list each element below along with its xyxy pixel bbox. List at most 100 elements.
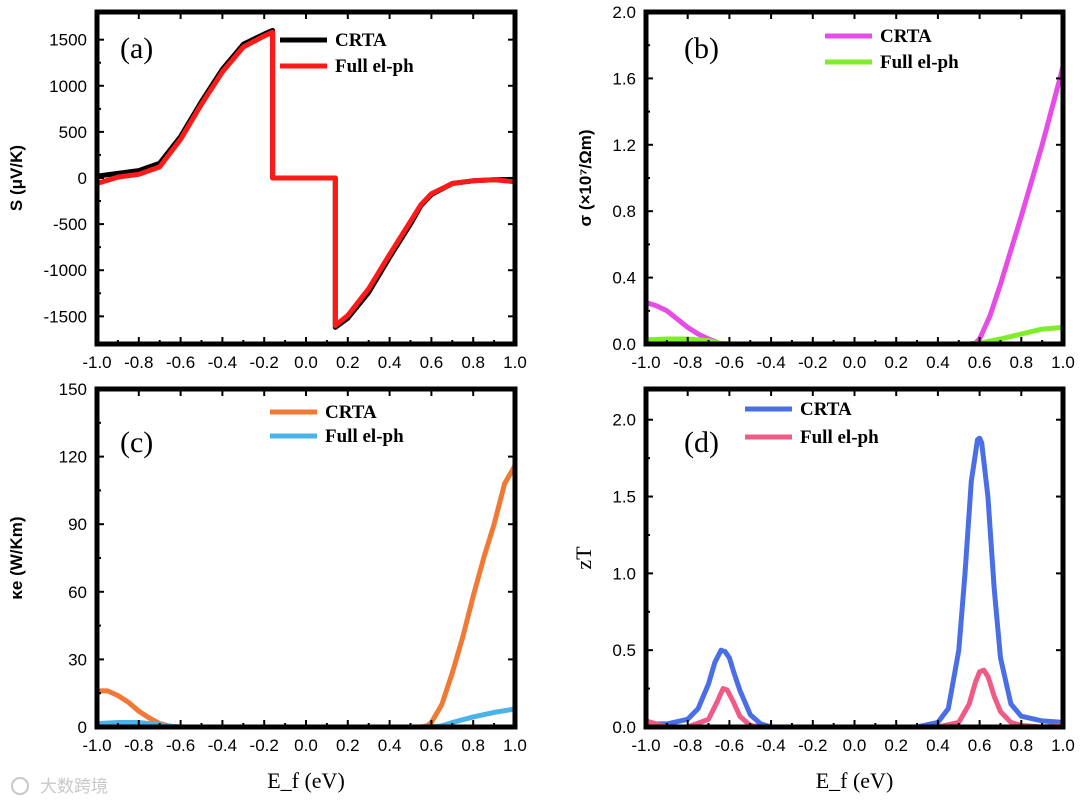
x-axis-title: E_f (eV)	[816, 768, 894, 793]
y-tick-label: -1000	[44, 261, 87, 280]
x-tick-label: 0.8	[461, 353, 485, 372]
x-tick-label: 0.4	[378, 353, 402, 372]
x-tick-label: 0.4	[926, 353, 950, 372]
x-tick-label: 0.0	[843, 353, 867, 372]
y-tick-label: 1.0	[612, 564, 636, 583]
legend-label: CRTA	[335, 30, 387, 51]
x-tick-label: -1.0	[82, 353, 111, 372]
y-axis-title: zT	[571, 546, 596, 570]
y-tick-label: 500	[59, 123, 87, 142]
x-axis-title: E_f (eV)	[267, 768, 345, 793]
x-tick-label: 1.0	[503, 736, 527, 755]
x-tick-label: 0.6	[420, 353, 444, 372]
x-tick-label: -0.6	[166, 736, 195, 755]
x-tick-label: -0.6	[715, 736, 744, 755]
x-tick-label: 0.2	[884, 736, 908, 755]
x-tick-label: -0.2	[250, 353, 279, 372]
y-tick-label: 1.5	[612, 488, 636, 507]
x-tick-label: 0.0	[843, 736, 867, 755]
x-tick-label: 1.0	[1051, 353, 1075, 372]
x-tick-label: -0.8	[124, 736, 153, 755]
y-tick-label: 0.0	[612, 718, 636, 737]
panel-letter: (a)	[120, 32, 153, 65]
y-axis-title: σ (×10⁷/Ωm)	[576, 130, 595, 227]
x-tick-label: -0.6	[715, 353, 744, 372]
x-tick-label: -0.8	[124, 353, 153, 372]
y-tick-label: 30	[68, 650, 87, 669]
legend-label: CRTA	[880, 26, 932, 47]
y-tick-label: 60	[68, 583, 87, 602]
x-tick-label: 0.8	[1009, 736, 1033, 755]
legend-label: Full el-ph	[800, 427, 879, 448]
y-tick-label: 0	[78, 169, 87, 188]
x-tick-label: -0.8	[673, 736, 702, 755]
x-tick-label: -1.0	[631, 353, 660, 372]
x-tick-label: -0.4	[208, 353, 237, 372]
x-tick-label: -0.6	[166, 353, 195, 372]
y-tick-label: 1500	[49, 31, 87, 50]
x-tick-label: 0.8	[461, 736, 485, 755]
legend-label: Full el-ph	[335, 56, 414, 77]
x-tick-label: 0.2	[336, 736, 360, 755]
y-tick-label: 90	[68, 515, 87, 534]
x-tick-label: 0.6	[420, 736, 444, 755]
x-tick-label: 0.0	[294, 353, 318, 372]
y-tick-label: 120	[59, 448, 87, 467]
x-tick-label: -0.8	[673, 353, 702, 372]
y-tick-label: 0.5	[612, 641, 636, 660]
series-line-crta	[97, 463, 515, 727]
y-axis-title: S (μV/K)	[7, 145, 26, 211]
series-line-crta	[646, 64, 1063, 344]
panel-c: -1.0 -0.8 -0.6 -0.4 -0.2 0.0 0.2 0.4 0.6 0.8 1.0 0 3…	[7, 380, 527, 793]
y-tick-label: 0.8	[612, 202, 636, 221]
y-axis-title: κe (W/Km)	[7, 516, 26, 599]
x-tick-label: -0.4	[756, 736, 785, 755]
y-tick-label: 1.2	[612, 136, 636, 155]
x-tick-label: -0.2	[250, 736, 279, 755]
legend: CRTA Full el-ph	[745, 399, 879, 448]
panel-b: -1.0 -0.8 -0.6 -0.4 -0.2 0.0 0.2 0.4 0.6 0.8 1.0 0.…	[576, 3, 1075, 372]
x-tick-label: -0.2	[798, 736, 827, 755]
x-tick-label: 0.2	[336, 353, 360, 372]
series-line-full-el-ph	[97, 29, 515, 329]
y-tick-label: 0.0	[612, 335, 636, 354]
y-tick-label: 2.0	[612, 3, 636, 22]
panel-letter: (b)	[684, 32, 719, 65]
x-tick-label: 0.6	[968, 353, 992, 372]
legend: CRTA Full el-ph	[280, 30, 414, 77]
y-tick-label: -1500	[44, 307, 87, 326]
legend-label: Full el-ph	[325, 426, 404, 447]
panel-letter: (c)	[120, 426, 153, 459]
y-tick-label: 2.0	[612, 411, 636, 430]
y-tick-label: 1.6	[612, 69, 636, 88]
x-tick-label: 0.8	[1009, 353, 1033, 372]
legend-label: Full el-ph	[880, 52, 959, 73]
panel-letter: (d)	[684, 426, 719, 459]
x-tick-label: -1.0	[82, 736, 111, 755]
series-line-crta	[646, 435, 1063, 727]
legend-label: CRTA	[325, 402, 377, 423]
panel-d: -1.0 -0.8 -0.6 -0.4 -0.2 0.0 0.2 0.4 0.6 0.8 1.0 0.…	[571, 386, 1075, 793]
x-tick-label: 1.0	[503, 353, 527, 372]
y-tick-label: 1000	[49, 77, 87, 96]
y-tick-label: 0.4	[612, 269, 636, 288]
x-tick-label: 1.0	[1051, 736, 1075, 755]
x-tick-label: -0.4	[756, 353, 785, 372]
watermark-icon	[11, 777, 29, 795]
x-tick-label: 0.4	[926, 736, 950, 755]
x-tick-label: -0.2	[798, 353, 827, 372]
y-tick-label: 0	[78, 718, 87, 737]
y-tick-label: -500	[53, 215, 87, 234]
watermark-text: 大数跨境	[40, 777, 108, 797]
x-tick-label: 0.6	[968, 736, 992, 755]
y-tick-label: 150	[59, 380, 87, 399]
legend: CRTA Full el-ph	[270, 402, 404, 447]
legend: CRTA Full el-ph	[825, 26, 959, 73]
x-tick-label: -1.0	[631, 736, 660, 755]
x-tick-label: 0.2	[884, 353, 908, 372]
x-tick-label: -0.4	[208, 736, 237, 755]
x-tick-label: 0.4	[378, 736, 402, 755]
panel-a: -1.0 -0.8 -0.6 -0.4 -0.2 0.0 0.2 0.4 0.6 0.8 1.0 -1…	[7, 9, 527, 372]
x-tick-label: 0.0	[294, 736, 318, 755]
